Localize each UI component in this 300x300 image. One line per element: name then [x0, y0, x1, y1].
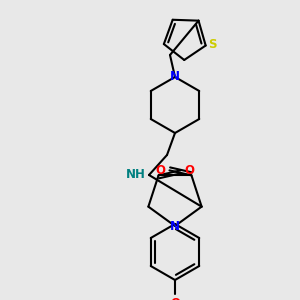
Text: O: O	[170, 297, 180, 300]
Text: N: N	[170, 220, 180, 232]
Text: N: N	[170, 70, 180, 83]
Text: O: O	[155, 164, 166, 177]
Text: NH: NH	[126, 169, 146, 182]
Text: O: O	[184, 164, 194, 177]
Text: S: S	[208, 38, 216, 51]
